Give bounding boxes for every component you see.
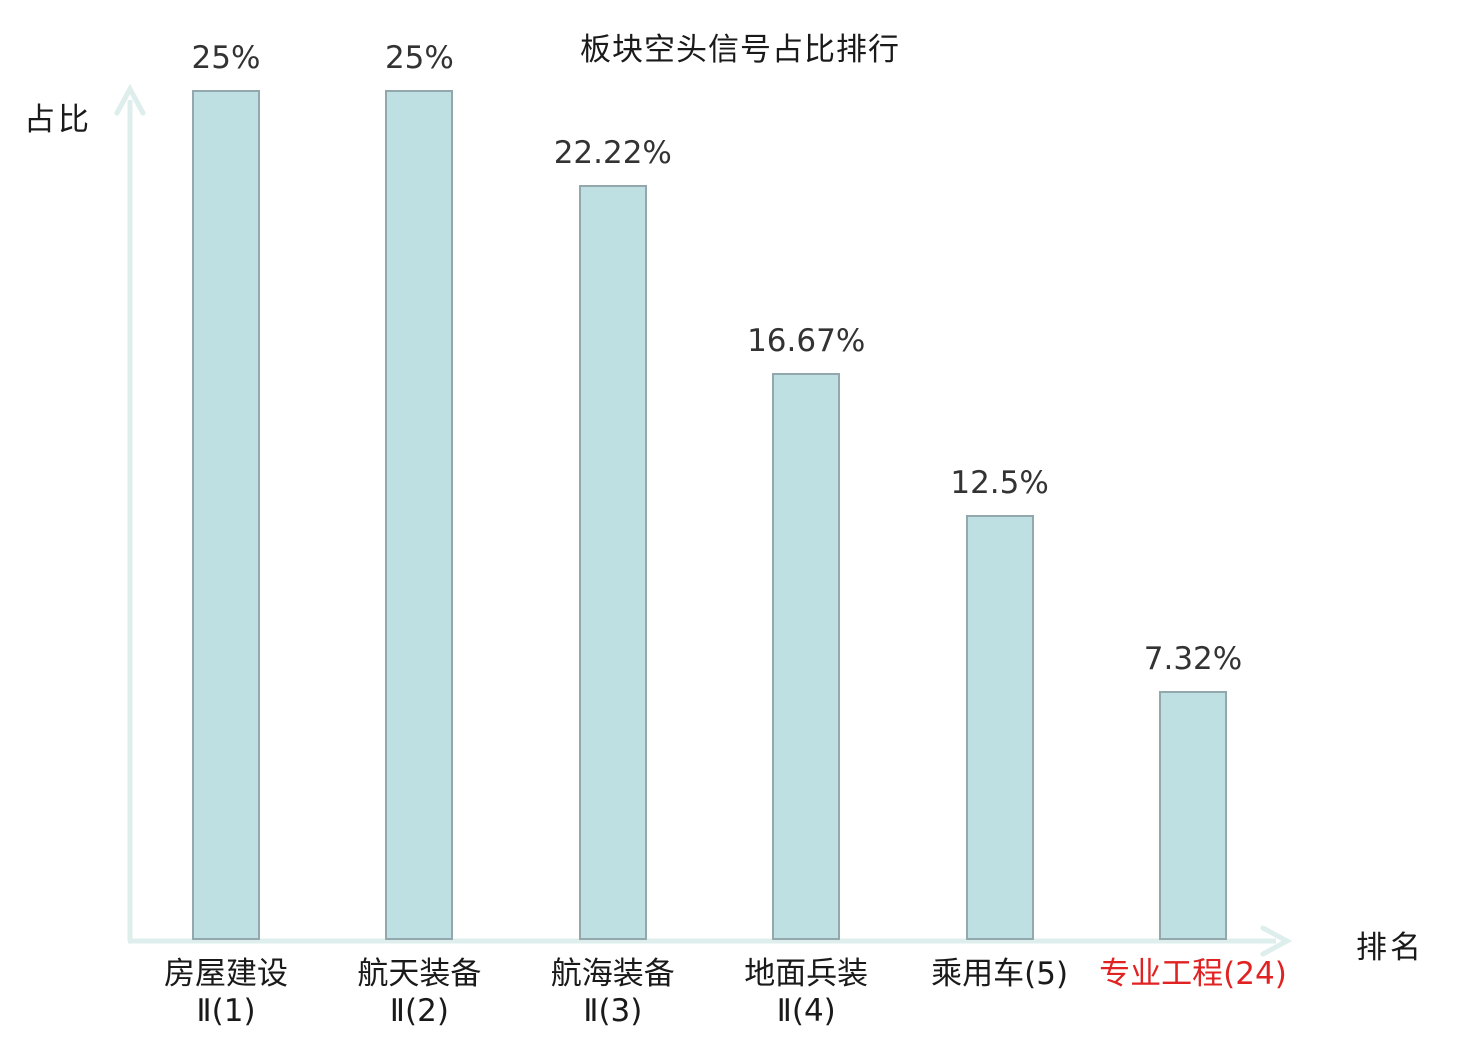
bar-category-label: 房屋建设 Ⅱ(1) — [164, 956, 288, 1029]
bar-category-label: 乘用车(5) — [931, 956, 1069, 992]
bar-category-label: 地面兵装 Ⅱ(4) — [744, 956, 869, 1029]
bar-category-label: 专业工程(24) — [1099, 956, 1287, 992]
x-axis-label: 排名 — [1356, 930, 1424, 966]
bar-value-label: 25% — [384, 40, 454, 76]
bar — [385, 90, 454, 940]
bar-value-label: 22.22% — [553, 134, 672, 171]
bar — [578, 184, 647, 940]
bar — [192, 90, 260, 940]
chart-title: 板块空头信号占比排行 — [580, 32, 900, 68]
bar — [772, 373, 841, 940]
bar — [1159, 691, 1227, 940]
bar-value-label: 12.5% — [950, 465, 1049, 501]
bar-value-label: 16.67% — [747, 323, 866, 360]
bar-category-label: 航海装备 Ⅱ(3) — [550, 956, 675, 1029]
bar-category-label: 航天装备 Ⅱ(2) — [357, 956, 482, 1029]
x-axis-arrow-icon — [1260, 925, 1293, 957]
bar-value-label: 7.32% — [1143, 641, 1243, 678]
y-axis-label: 占比 — [24, 102, 92, 138]
y-axis-arrow-icon — [114, 83, 146, 116]
bar — [965, 515, 1034, 940]
bar-value-label: 25% — [191, 40, 261, 76]
